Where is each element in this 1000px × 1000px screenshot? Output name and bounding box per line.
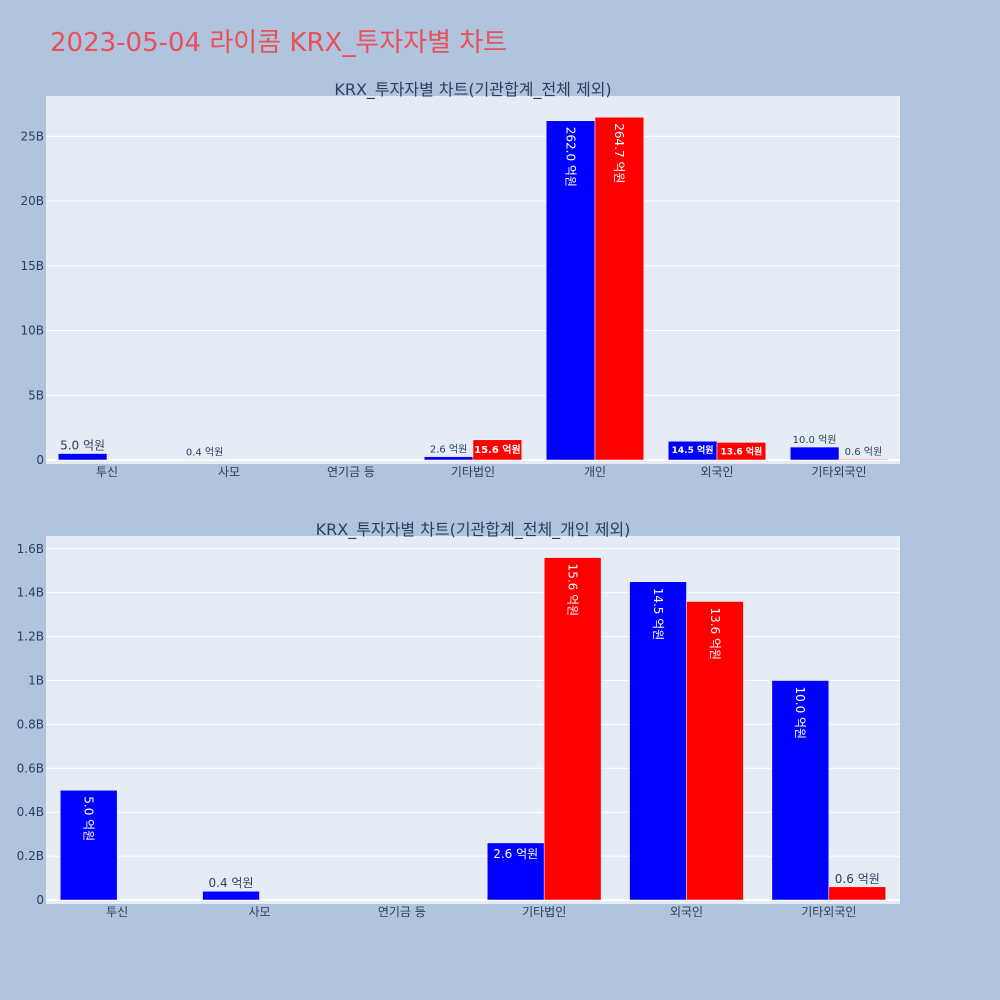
buy-bar[interactable] [202,890,260,901]
x-tick-label: 연기금 등 [378,905,426,919]
buy-bar[interactable] [57,453,108,461]
buy-bar[interactable] [789,446,840,461]
x-tick-label: 기타법인 [522,905,566,919]
data-label: 14.5 억원 [672,444,714,456]
data-label: 0.4 억원 [186,446,223,458]
data-label: 15.6 억원 [474,443,521,456]
buy-bar[interactable] [179,459,230,461]
y-tick-label: 20B [20,194,44,208]
x-tick-label: 외국인 [670,905,703,919]
page-title: 2023-05-04 라이콤 KRX_투자자별 차트 [50,28,508,58]
data-label: 5.0 억원 [60,439,105,453]
chart-title: KRX_투자자별 차트(기관합계_전체_개인 제외) [316,520,631,540]
y-tick-label: 0 [36,453,44,467]
data-label: 10.0 억원 [793,686,807,739]
data-label: 0.4 억원 [209,876,254,890]
sell-bar[interactable] [543,557,602,901]
data-label: 2.6 억원 [430,444,467,456]
data-label: 14.5 억원 [651,588,665,641]
sell-bar[interactable] [828,886,887,901]
x-tick-label: 사모 [248,905,270,919]
plot-area [46,96,900,464]
chart-1: KRX_투자자별 차트(기관합계_전체 제외) 0 5B 10B 15B 20B 25B 투신… [20,80,900,479]
y-tick-label: 25B [20,129,44,143]
x-tick-label: 개인 [584,465,606,479]
x-tick-label: 투신 [106,905,128,919]
y-tick-label: 0.4B [17,805,44,819]
data-label: 13.6 억원 [708,607,722,660]
y-tick-label: 1B [28,673,44,687]
buy-bar[interactable] [423,456,474,461]
chart-title: KRX_투자자별 차트(기관합계_전체 제외) [334,80,611,100]
y-tick-label: 0 [36,893,44,907]
data-label: 15.6 억원 [565,564,579,617]
sell-bar[interactable] [716,442,767,461]
data-label: 264.7 억원 [612,123,626,183]
data-label: 5.0 억원 [82,796,96,841]
buy-bar[interactable] [545,120,596,461]
data-label: 2.6 억원 [493,847,538,861]
y-tick-label: 0.8B [17,717,44,731]
chart-2: KRX_투자자별 차트(기관합계_전체_개인 제외) 0 0.2B 0.4B 0.6B 0… [17,520,900,919]
buy-bar[interactable] [771,680,830,901]
y-tick-label: 15B [20,259,44,273]
y-tick-label: 0.6B [17,761,44,775]
x-tick-label: 연기금 등 [327,465,375,479]
y-tick-label: 10B [20,324,44,338]
data-label: 13.6 억원 [720,445,762,457]
y-tick-label: 1.4B [17,586,44,600]
plot-area [46,536,900,904]
x-tick-label: 기타법인 [451,465,495,479]
data-label: 10.0 억원 [793,434,837,446]
sell-bar[interactable] [686,601,744,901]
data-label: 262.0 억원 [563,127,577,187]
data-label: 0.6 억원 [845,446,882,458]
y-tick-label: 0.2B [17,849,44,863]
y-tick-label: 1.6B [17,542,44,556]
sell-bar[interactable] [472,439,523,461]
buy-bar[interactable] [486,842,545,901]
x-tick-label: 기타외국인 [801,905,856,919]
data-label: 0.6 억원 [835,872,880,886]
sell-bar[interactable] [838,458,889,461]
y-tick-label: 1.2B [17,630,44,644]
buy-bar[interactable] [629,581,687,901]
x-tick-label: 기타외국인 [811,465,866,479]
x-tick-label: 외국인 [700,465,733,479]
x-tick-label: 투신 [96,465,118,479]
sell-bar[interactable] [594,116,645,461]
buy-bar[interactable] [59,789,118,901]
x-tick-label: 사모 [218,465,240,479]
y-tick-label: 5B [28,388,44,402]
